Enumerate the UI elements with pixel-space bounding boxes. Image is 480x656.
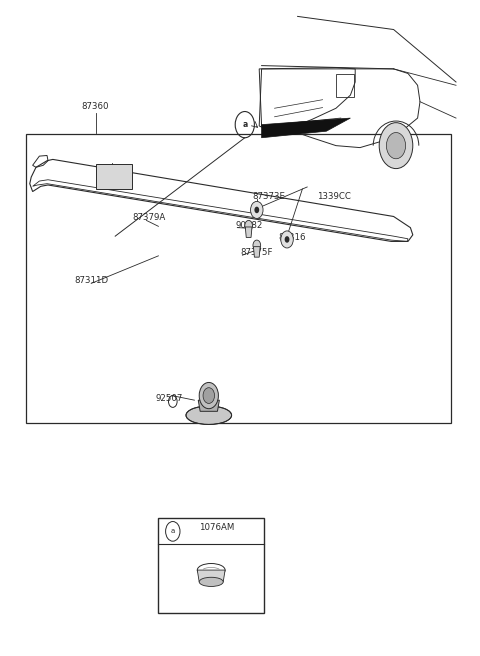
Text: 1339CC: 1339CC (317, 192, 351, 201)
Polygon shape (253, 247, 260, 257)
Bar (336, 74, 354, 97)
Text: 84743K: 84743K (96, 178, 129, 187)
Bar (158, 518, 264, 613)
Ellipse shape (186, 406, 232, 424)
Circle shape (285, 236, 289, 243)
Text: 90782: 90782 (235, 220, 263, 230)
Text: a: a (242, 120, 247, 129)
Circle shape (251, 201, 263, 218)
Text: 1076AM: 1076AM (199, 523, 235, 532)
Circle shape (254, 207, 259, 213)
Circle shape (199, 382, 218, 409)
Circle shape (245, 220, 252, 231)
Text: 87379A: 87379A (132, 213, 165, 222)
Polygon shape (245, 227, 252, 237)
Polygon shape (198, 400, 219, 411)
Text: 87373E: 87373E (252, 192, 285, 201)
Text: 87360: 87360 (82, 102, 109, 111)
Circle shape (253, 240, 261, 251)
Text: 87311D: 87311D (74, 276, 108, 285)
Text: a: a (171, 528, 175, 535)
Circle shape (386, 133, 406, 159)
Text: 85316: 85316 (278, 233, 306, 242)
Ellipse shape (199, 577, 223, 586)
Text: 92507: 92507 (156, 394, 183, 403)
Text: 87375F: 87375F (240, 248, 273, 257)
Bar (96, 164, 132, 189)
Circle shape (203, 388, 215, 403)
Polygon shape (262, 118, 350, 138)
Polygon shape (197, 570, 225, 582)
Circle shape (281, 231, 293, 248)
Circle shape (379, 123, 413, 169)
